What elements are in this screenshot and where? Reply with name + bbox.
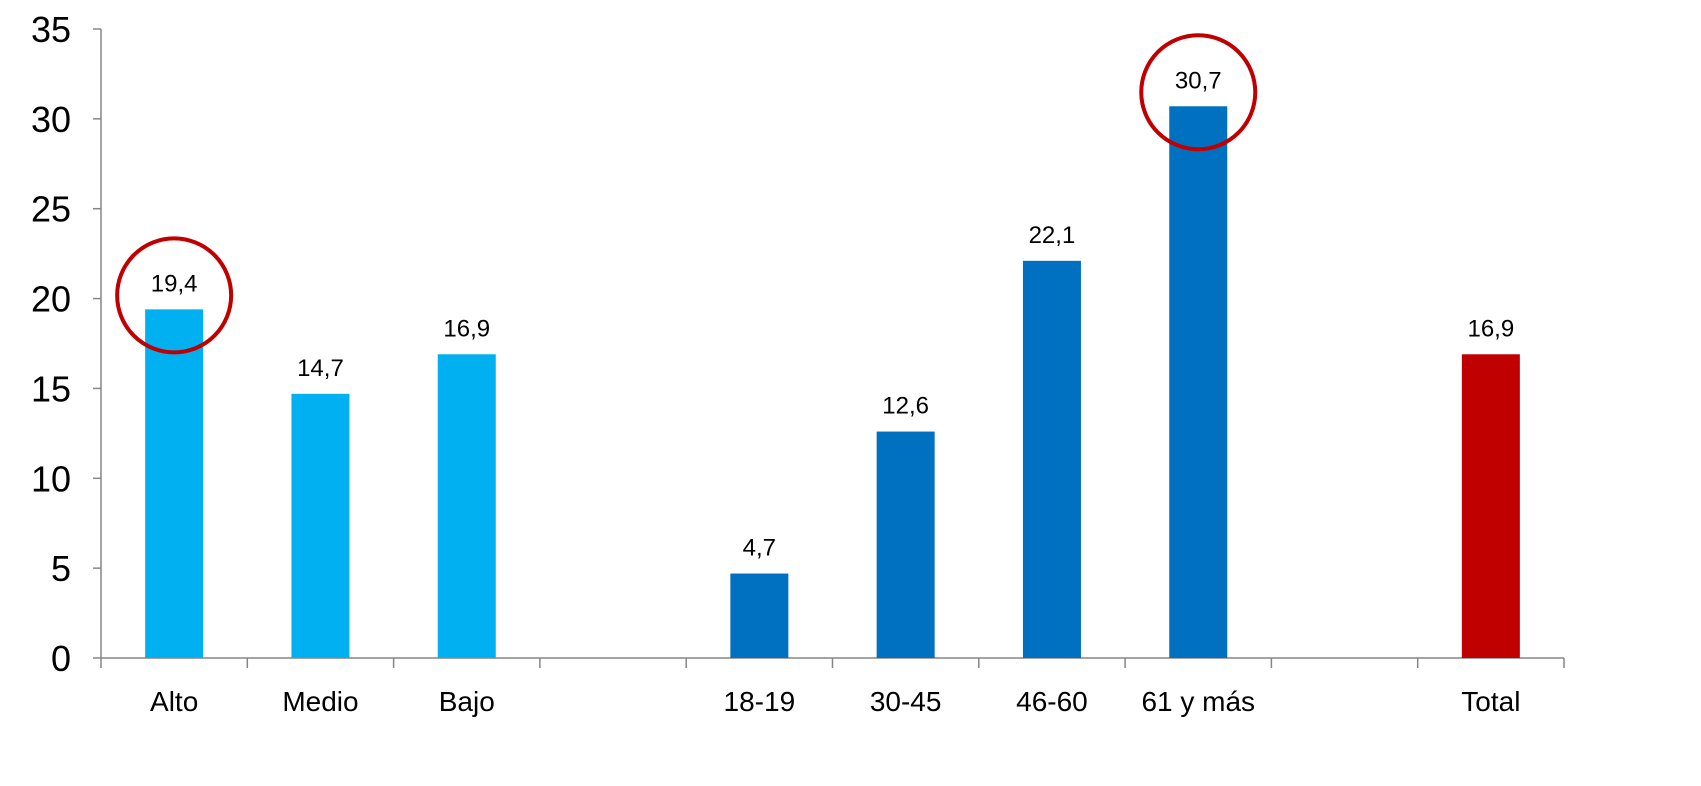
bar-total	[1461, 354, 1520, 658]
x-tick-label: Total	[1461, 686, 1520, 717]
y-tick-label: 30	[31, 99, 71, 140]
y-tick-label: 20	[31, 279, 71, 320]
chart-labels: 19,4 Alto 14,7 Medio 16,9 Bajo 4,7 18-19 12,6 30-…	[115, 33, 1520, 717]
x-tick-label: 30-45	[870, 686, 942, 717]
data-label: 19,4	[151, 270, 198, 297]
y-tick-label: 5	[51, 548, 71, 589]
bar-bajo	[437, 354, 496, 658]
chart-axes: 0 5 10 15 20 25 30 35	[31, 9, 1565, 679]
data-label: 14,7	[297, 355, 344, 382]
y-tick-label: 35	[31, 9, 71, 50]
bar-18-19	[730, 573, 789, 658]
bar-46-60	[1022, 260, 1081, 658]
x-tick-label: Medio	[282, 686, 358, 717]
x-tick-label: 61 y más	[1141, 686, 1255, 717]
chart-bars	[145, 106, 1520, 658]
data-label: 22,1	[1029, 222, 1076, 249]
y-tick-label: 25	[31, 189, 71, 230]
x-tick-label: Bajo	[439, 686, 495, 717]
y-tick-label: 10	[31, 458, 71, 499]
bar-alto	[145, 309, 204, 658]
data-label: 16,9	[1467, 315, 1514, 342]
x-tick-label: 18-19	[724, 686, 796, 717]
y-tick-label: 15	[31, 368, 71, 409]
highlight-circle	[115, 236, 234, 355]
y-tick-label: 0	[51, 638, 71, 679]
data-label: 4,7	[743, 535, 776, 562]
data-label: 30,7	[1175, 67, 1222, 94]
bar-30-45	[876, 431, 935, 658]
data-label: 12,6	[882, 393, 929, 420]
x-tick-label: 46-60	[1016, 686, 1088, 717]
highlight-circle	[1139, 33, 1258, 152]
data-label: 16,9	[443, 315, 490, 342]
bar-medio	[291, 393, 350, 658]
x-tick-label: Alto	[150, 686, 198, 717]
bar-61-y-más	[1169, 106, 1228, 658]
